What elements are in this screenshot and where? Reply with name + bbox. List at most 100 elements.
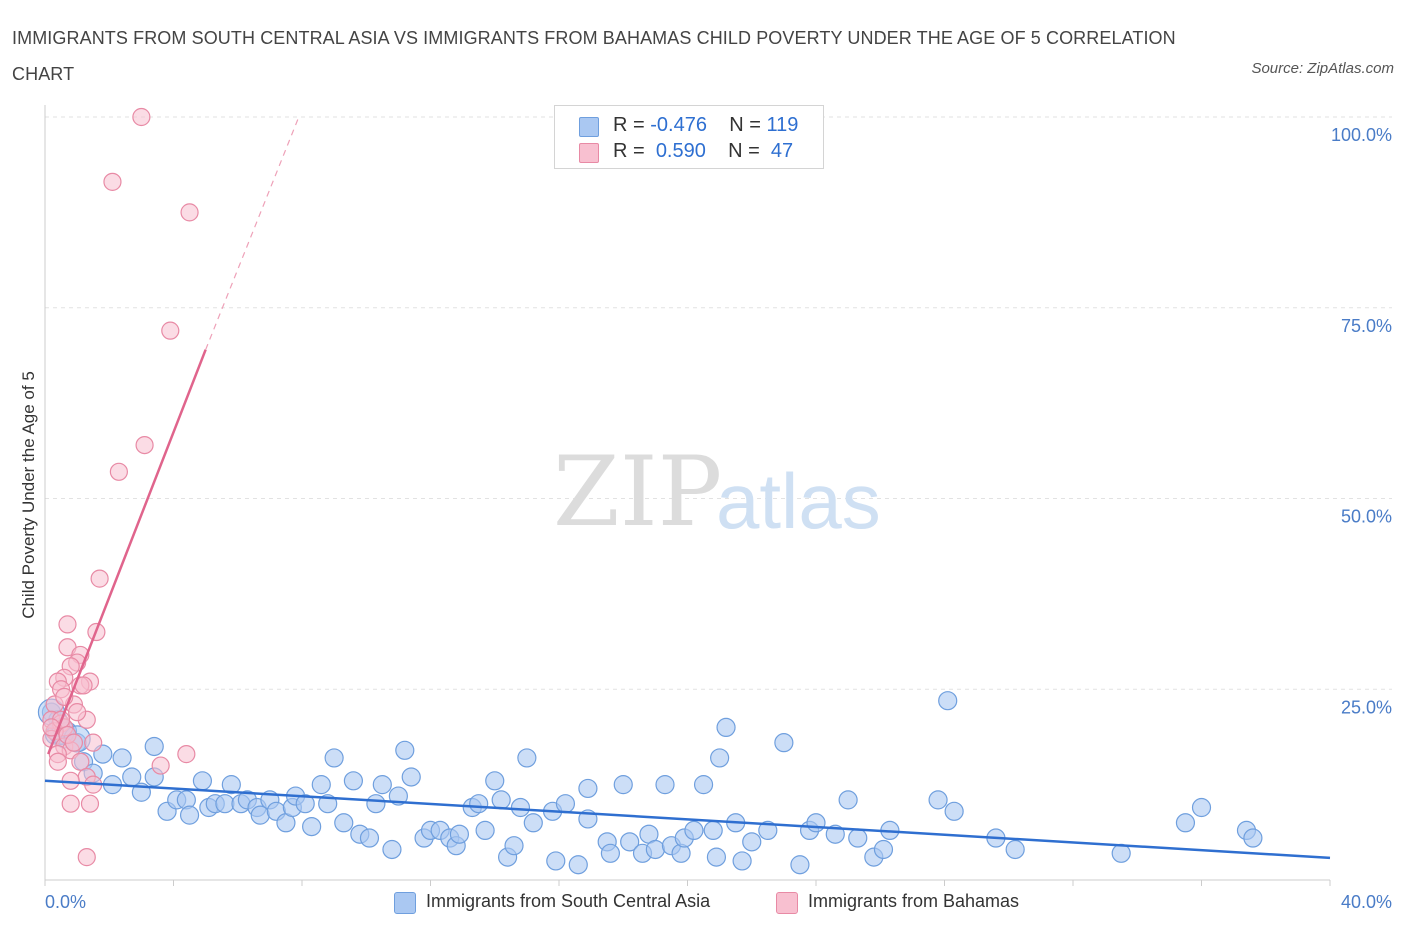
data-point-south-central-asia — [706, 847, 727, 867]
y-tick-label: 100.0% — [1331, 125, 1392, 145]
data-point-south-central-asia — [359, 828, 380, 848]
y-axis-label: Child Poverty Under the Age of 5 — [19, 371, 38, 619]
data-point-south-central-asia — [928, 790, 948, 810]
data-point-south-central-asia — [774, 733, 794, 753]
legend-row-south-central-asia: R = -0.476 N = 119 — [579, 114, 798, 140]
data-point-south-central-asia — [311, 775, 331, 795]
data-point-south-central-asia — [1243, 828, 1263, 848]
data-point-bahamas — [151, 756, 170, 775]
legend-swatch-blue — [394, 892, 416, 914]
watermark: ZIP atlas — [553, 436, 881, 548]
trend-line-south-central-asia — [44, 779, 1331, 860]
data-point-bahamas — [68, 703, 87, 722]
data-point-south-central-asia — [1175, 813, 1196, 833]
r-label: R = — [613, 114, 645, 136]
legend-swatch-pink — [776, 892, 798, 914]
data-point-south-central-asia — [382, 839, 402, 860]
data-point-south-central-asia — [703, 820, 723, 841]
data-point-bahamas — [58, 615, 77, 634]
grid-lines — [45, 116, 1392, 690]
data-point-bahamas — [103, 172, 122, 191]
r-value: -0.476 — [650, 114, 707, 136]
data-point-south-central-asia — [693, 775, 714, 795]
data-point-south-central-asia — [372, 775, 392, 795]
data-point-south-central-asia — [523, 813, 543, 833]
tick-labels: 100.0% 75.0% 50.0% 25.0% 0.0% 40.0% — [45, 125, 1392, 912]
data-point-south-central-asia — [401, 767, 421, 787]
data-point-south-central-asia — [449, 824, 470, 844]
data-point-south-central-asia — [710, 748, 730, 768]
data-point-south-central-asia — [215, 794, 235, 814]
data-point-south-central-asia — [684, 820, 704, 841]
legend-swatch-pink — [579, 143, 599, 163]
data-point-bahamas — [132, 107, 151, 127]
data-point-bahamas — [80, 794, 100, 813]
correlation-legend: R = -0.476 N = 119 R = 0.590 N = 47 — [554, 105, 824, 169]
data-point-south-central-asia — [645, 839, 665, 860]
series-legend: Immigrants from South Central Asia Immig… — [0, 889, 1406, 917]
y-tick-label: 50.0% — [1341, 507, 1392, 527]
data-point-bahamas — [77, 848, 96, 867]
n-value: 119 — [766, 114, 799, 136]
data-point-south-central-asia — [600, 843, 621, 863]
legend-swatch-blue — [579, 117, 599, 137]
data-point-south-central-asia — [144, 736, 164, 757]
data-point-south-central-asia — [221, 775, 241, 795]
data-point-bahamas — [90, 569, 109, 588]
trend-line-bahamas-extension — [205, 116, 300, 350]
data-point-south-central-asia — [758, 820, 778, 841]
r-value: 0.590 — [655, 140, 706, 162]
x-tick-label: 0.0% — [45, 892, 86, 912]
data-point-south-central-asia — [469, 794, 489, 814]
data-point-south-central-asia — [1005, 839, 1025, 860]
data-point-bahamas — [180, 203, 199, 222]
data-point-south-central-asia — [517, 748, 537, 768]
series-south-central-asia — [37, 691, 1263, 875]
data-point-south-central-asia — [546, 851, 566, 871]
data-point-south-central-asia — [366, 794, 386, 814]
data-point-bahamas — [161, 321, 180, 340]
data-point-south-central-asia — [112, 748, 132, 768]
x-tick-label: 40.0% — [1341, 892, 1392, 912]
data-point-south-central-asia — [324, 748, 344, 768]
data-point-south-central-asia — [620, 832, 640, 852]
data-point-bahamas — [64, 733, 84, 752]
data-point-south-central-asia — [295, 794, 315, 814]
data-point-south-central-asia — [1191, 797, 1212, 818]
data-point-south-central-asia — [742, 832, 762, 852]
data-point-south-central-asia — [655, 775, 675, 795]
data-point-south-central-asia — [510, 797, 531, 818]
legend-label: Immigrants from Bahamas — [808, 891, 1020, 911]
data-point-south-central-asia — [848, 828, 868, 848]
y-tick-label: 75.0% — [1341, 316, 1392, 336]
n-value: 47 — [770, 140, 794, 162]
data-point-south-central-asia — [1111, 843, 1131, 863]
data-point-south-central-asia — [179, 805, 200, 825]
r-label: R = — [613, 140, 645, 162]
data-point-bahamas — [135, 435, 154, 455]
data-point-south-central-asia — [790, 855, 810, 875]
data-point-south-central-asia — [578, 778, 598, 799]
data-point-bahamas — [84, 733, 103, 752]
axes — [44, 105, 1331, 886]
data-point-south-central-asia — [302, 816, 322, 837]
data-point-bahamas — [109, 462, 128, 481]
chart-title: IMMIGRANTS FROM SOUTH CENTRAL ASIA VS IM… — [12, 28, 1176, 84]
trend-lines — [44, 116, 1331, 860]
data-point-bahamas — [177, 745, 196, 764]
data-point-south-central-asia — [192, 771, 213, 791]
data-point-south-central-asia — [838, 790, 858, 810]
data-point-south-central-asia — [395, 740, 415, 760]
data-point-bahamas — [61, 794, 80, 813]
data-point-south-central-asia — [806, 813, 826, 833]
data-point-south-central-asia — [613, 775, 633, 795]
watermark-zip: ZIP — [553, 436, 722, 548]
legend-label: Immigrants from South Central Asia — [426, 891, 711, 911]
legend-row-bahamas: R = 0.590 N = 47 — [579, 140, 793, 166]
n-label: N = — [728, 140, 760, 162]
data-point-south-central-asia — [504, 836, 524, 856]
data-point-south-central-asia — [568, 855, 588, 875]
data-point-south-central-asia — [343, 771, 363, 791]
y-tick-label: 25.0% — [1341, 697, 1392, 717]
